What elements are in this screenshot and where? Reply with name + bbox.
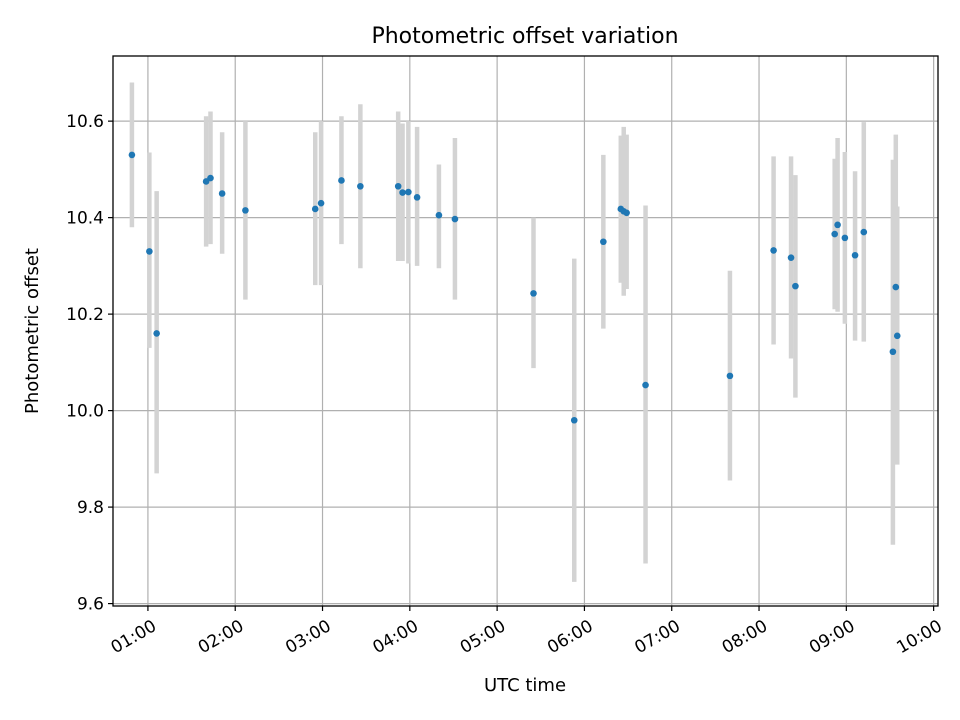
data-point: [399, 189, 406, 196]
x-tick-label: 09:00: [806, 616, 858, 658]
x-tick-label: 08:00: [719, 616, 771, 658]
x-tick-label: 05:00: [457, 616, 509, 658]
data-point: [435, 211, 443, 219]
data-point: [405, 188, 412, 196]
data-point: [893, 332, 901, 340]
x-tick-label: 06:00: [544, 616, 596, 658]
data-point: [530, 290, 537, 297]
data-point: [128, 151, 136, 159]
data-point: [851, 251, 859, 259]
data-point: [860, 228, 868, 236]
data-point: [413, 194, 421, 201]
data-point: [892, 283, 900, 291]
data-point: [770, 247, 777, 254]
data-point: [207, 174, 214, 182]
data-point: [146, 248, 153, 255]
y-axis-label: Photometric offset: [22, 248, 43, 414]
data-point: [841, 234, 849, 242]
y-tick-label: 10.6: [66, 112, 104, 132]
data-point: [311, 205, 319, 213]
data-point: [787, 254, 795, 261]
x-axis-label: UTC time: [484, 675, 566, 696]
x-tick-label: 07:00: [631, 616, 683, 658]
data-point: [600, 238, 607, 246]
chart-title: Photometric offset variation: [371, 24, 678, 49]
data-point: [394, 182, 402, 190]
plot-frame: [112, 55, 939, 607]
data-point: [792, 282, 799, 290]
data-point: [570, 416, 578, 424]
x-tick-label: 03:00: [282, 616, 334, 658]
data-point: [889, 348, 897, 356]
y-tick-label: 10.4: [66, 209, 104, 229]
data-point: [242, 207, 249, 214]
x-tick-label: 10:00: [893, 616, 945, 658]
x-tick-label: 04:00: [370, 616, 422, 658]
data-point: [451, 215, 459, 223]
y-tick-label: 10.0: [66, 402, 104, 422]
data-point: [218, 190, 226, 197]
data-point: [642, 381, 649, 389]
y-tick-label: 9.8: [77, 498, 104, 518]
data-point: [623, 209, 630, 217]
data-point: [317, 199, 325, 207]
data-point: [153, 330, 160, 337]
y-tick-label: 10.2: [66, 305, 104, 325]
x-tick-label: 02:00: [195, 616, 247, 658]
x-tick-label: 01:00: [108, 616, 160, 658]
data-point: [834, 221, 841, 229]
data-point: [831, 230, 838, 238]
data-point: [338, 177, 345, 184]
y-tick-label: 9.6: [77, 595, 104, 615]
data-point: [357, 182, 364, 190]
data-point: [726, 372, 734, 380]
